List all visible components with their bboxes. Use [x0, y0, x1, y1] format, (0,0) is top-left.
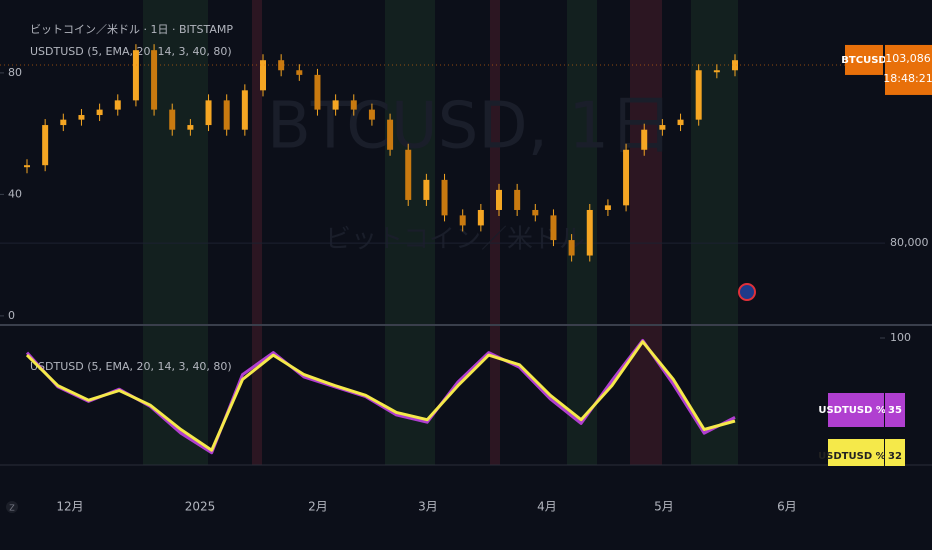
candle [368, 109, 375, 120]
legend-tag [828, 393, 884, 427]
symbol-tag-label: BTCUSD [841, 55, 886, 66]
y-tick-label: 80,000 [890, 236, 929, 249]
session-bands [143, 0, 738, 465]
candle [114, 100, 121, 110]
candle [260, 60, 266, 91]
candle [568, 240, 575, 256]
red-band [252, 0, 262, 465]
candle [405, 149, 412, 200]
x-tick-label: 12月 [56, 500, 83, 514]
candle [96, 109, 103, 116]
candle [314, 74, 321, 110]
x-tick-label: 4月 [537, 500, 557, 514]
price-tag [885, 44, 932, 95]
legend-tag-name: USDTUSD %K [818, 405, 895, 416]
symbol-line: ビットコイン／米ドル · 1日 · BITSTAMP [30, 23, 233, 36]
candle [459, 215, 466, 226]
watermark: BTCUSD, 1日 [267, 90, 673, 164]
candle [296, 70, 303, 75]
symbol-tag [845, 44, 883, 75]
candle [78, 115, 85, 120]
candle [151, 50, 158, 110]
candle [550, 215, 557, 241]
oscillator-line [25, 340, 736, 452]
red-band [490, 0, 500, 465]
legend-tag-name: USDTUSD %D [818, 451, 894, 462]
candle [24, 165, 30, 168]
x-tick-label: 3月 [418, 500, 438, 514]
candle [423, 179, 430, 200]
green-band [691, 0, 738, 465]
candle [241, 90, 248, 130]
left-tick-label: 80 [8, 66, 22, 79]
candle [187, 125, 194, 130]
left-tick-label: 40 [8, 187, 22, 200]
candle [169, 109, 176, 130]
candle [496, 189, 502, 210]
candle [332, 100, 339, 110]
candle [514, 189, 521, 210]
candle [713, 70, 720, 73]
candle [132, 50, 139, 101]
indicator-line: USDTUSD (5, EMA, 20, 14, 3, 40, 80) [30, 45, 232, 58]
price-tag-label: 103,086 [885, 52, 931, 65]
candle [60, 119, 67, 126]
left-tick-label: 0 [8, 309, 15, 322]
event-flag[interactable] [738, 283, 756, 301]
y-tick-label: 100 [890, 331, 911, 344]
candle [387, 119, 394, 150]
x-tick-label: 6月 [777, 500, 797, 514]
candle [350, 100, 357, 110]
candle [223, 100, 230, 130]
candle [732, 60, 738, 71]
value-tag-label: 35 [888, 405, 902, 416]
candle [205, 100, 212, 126]
candle [532, 209, 539, 216]
x-tick-label: 2月 [308, 500, 328, 514]
axis-cover [0, 466, 932, 490]
candle [659, 125, 666, 130]
x-tick-label: 2025 [185, 500, 216, 514]
x-tick-label: 5月 [654, 500, 674, 514]
candle [278, 60, 285, 71]
watermark-sub: ビットコイン／米ドル [325, 225, 585, 255]
zoom-button[interactable] [6, 501, 18, 513]
price-tag-time: 18:48:21 [883, 72, 932, 85]
green-band [385, 0, 435, 465]
candle [641, 129, 648, 150]
candle [695, 70, 702, 120]
zoom-button-label: Z [9, 504, 15, 513]
value-tag-label: 32 [888, 451, 902, 462]
candle [42, 125, 49, 166]
candle [586, 209, 593, 256]
candle [623, 149, 630, 206]
candle [441, 179, 448, 216]
red-band [630, 0, 662, 465]
value-tag [885, 439, 905, 473]
candle [477, 209, 484, 226]
candle [677, 119, 684, 126]
candle [604, 205, 611, 210]
pane-title: USDTUSD (5, EMA, 20, 14, 3, 40, 80) [30, 360, 232, 373]
value-tag [885, 393, 905, 427]
